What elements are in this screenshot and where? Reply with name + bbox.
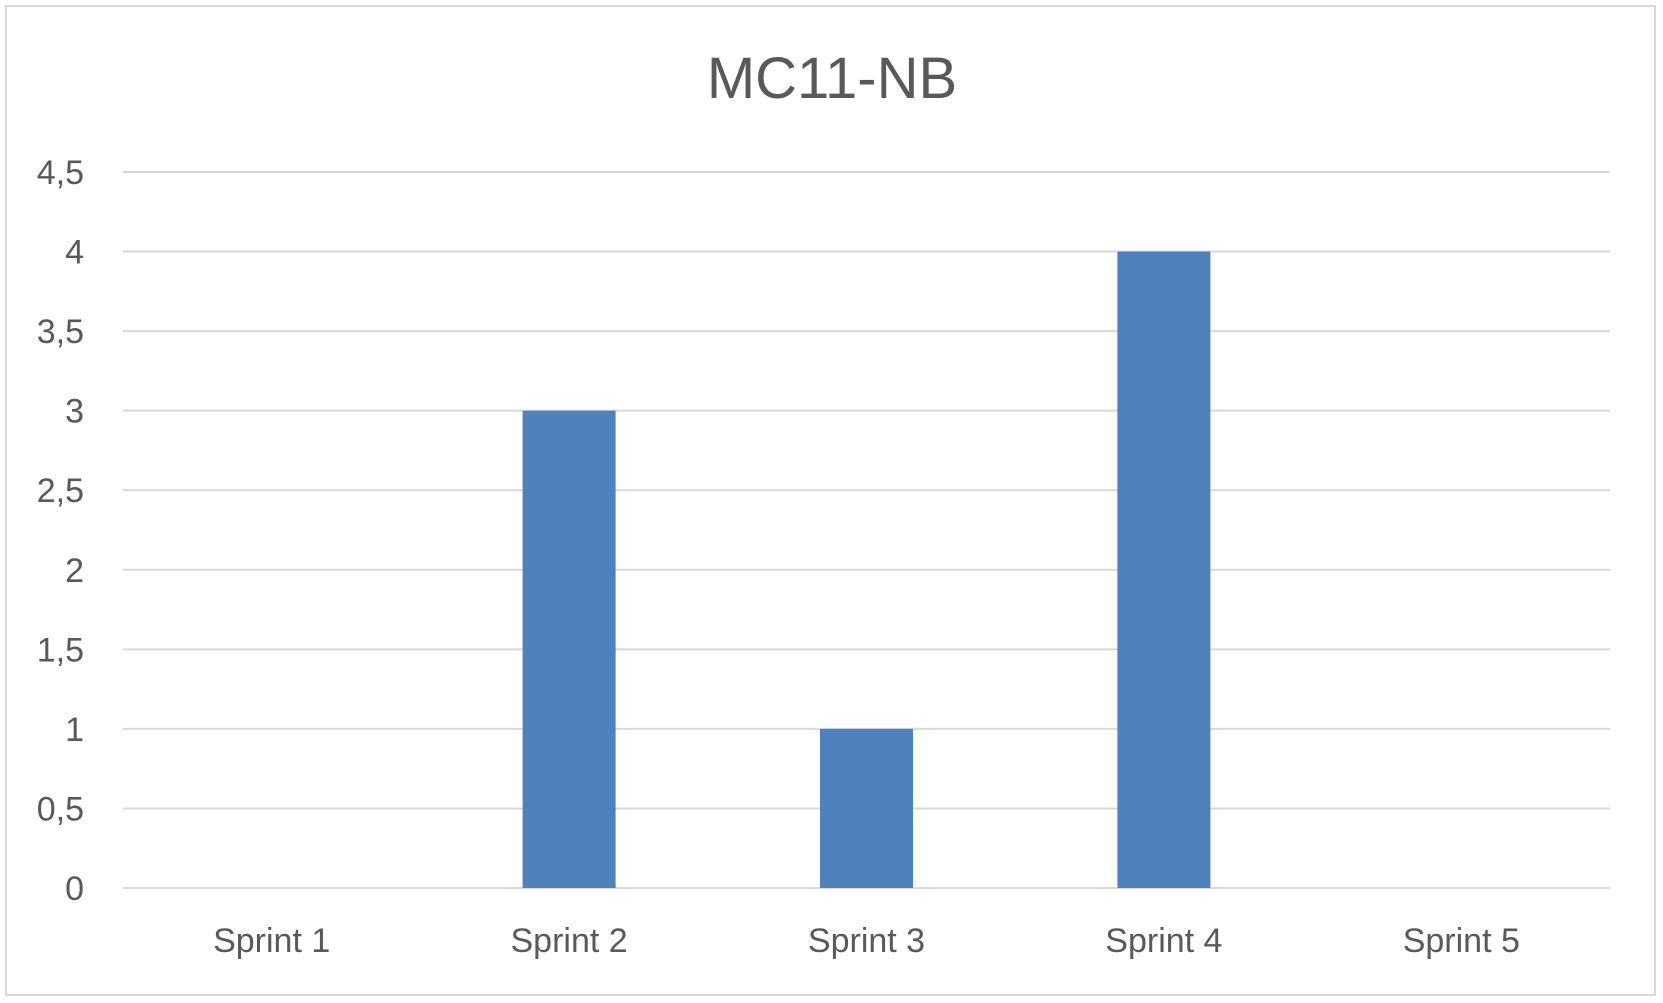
- x-tick-label: Sprint 5: [1403, 922, 1520, 960]
- chart-title: MC11-NB: [707, 46, 957, 111]
- bars: [522, 251, 1211, 889]
- y-tick-label: 4: [65, 234, 84, 272]
- y-tick-label: 2,5: [37, 472, 84, 510]
- y-tick-label: 3: [65, 393, 84, 431]
- x-tick-label: Sprint 2: [511, 922, 628, 960]
- gridlines: [123, 171, 1610, 889]
- x-tick-label: Sprint 4: [1105, 922, 1222, 960]
- y-tick-label: 2: [65, 552, 84, 590]
- x-tick-label: Sprint 1: [213, 922, 330, 960]
- y-tick-label: 4,5: [37, 154, 84, 192]
- y-tick-label: 0: [65, 870, 84, 908]
- y-tick-label: 3,5: [37, 313, 84, 351]
- y-tick-label: 1: [65, 711, 84, 749]
- y-tick-label: 1,5: [37, 631, 84, 669]
- bar: [1117, 251, 1211, 889]
- x-tick-label: Sprint 3: [808, 922, 925, 960]
- x-axis-tick-labels: Sprint 1 Sprint 2 Sprint 3 Sprint 4 Sprint 5: [213, 922, 1520, 960]
- y-axis-tick-labels: 0 0,5 1 1,5 2 2,5 3 3,5 4 4,5: [37, 154, 84, 908]
- bar: [522, 410, 616, 888]
- bar: [820, 728, 913, 888]
- y-tick-label: 0,5: [37, 790, 84, 828]
